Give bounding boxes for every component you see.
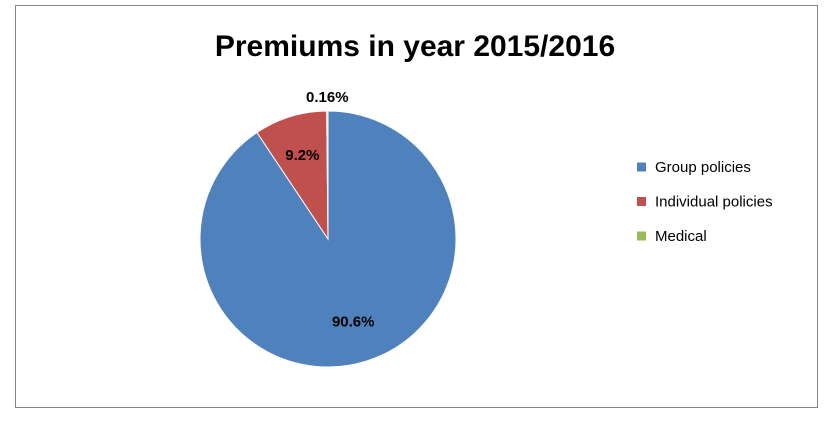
legend-label: Individual policies bbox=[655, 193, 773, 210]
legend-label: Medical bbox=[655, 228, 707, 245]
legend-swatch bbox=[637, 162, 646, 172]
legend-label: Group policies bbox=[655, 159, 751, 176]
data-label: 90.6% bbox=[332, 313, 375, 330]
data-label: 0.16% bbox=[306, 89, 349, 106]
data-label: 9.2% bbox=[285, 147, 319, 164]
legend-swatch bbox=[637, 231, 646, 241]
pie-slice bbox=[326, 110, 329, 240]
legend-swatch bbox=[637, 197, 646, 206]
chart-title: Premiums in year 2015/2016 bbox=[215, 30, 615, 63]
